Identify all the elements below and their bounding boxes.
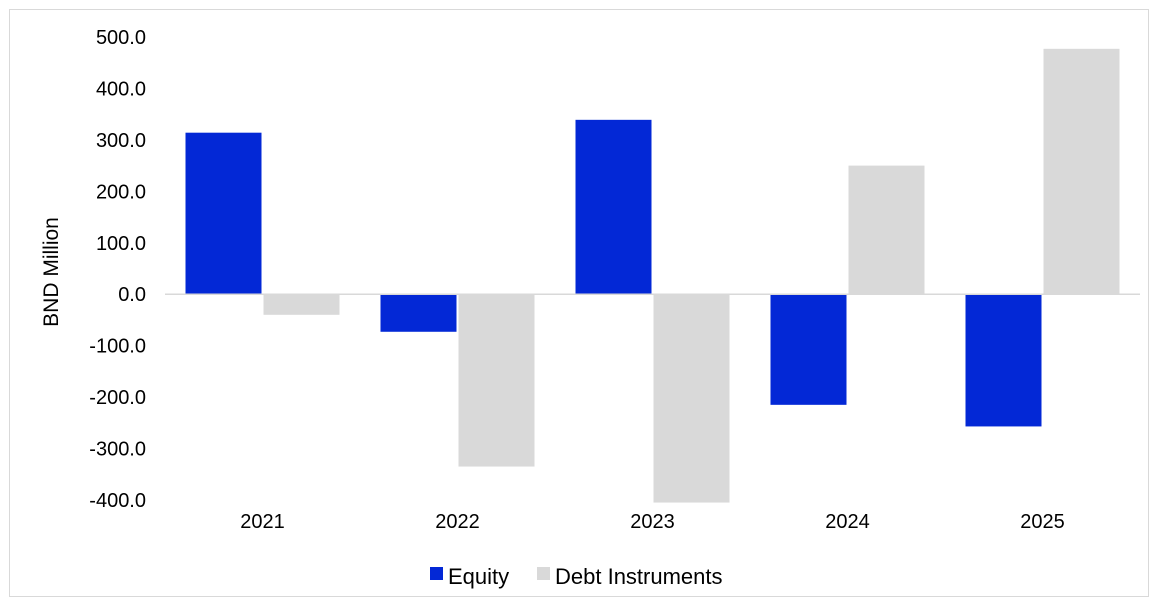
bar-debt-instruments-2025 [1043, 48, 1120, 295]
bar-equity-2022 [380, 294, 457, 332]
x-tick-label: 2023 [630, 511, 675, 533]
y-tick-label: 0.0 [118, 284, 146, 306]
y-tick-label: 200.0 [96, 181, 146, 203]
bar-equity-2025 [965, 294, 1042, 427]
bar-debt-instruments-2023 [653, 294, 730, 503]
x-tick-label: 2021 [240, 511, 285, 533]
bar-equity-2021 [185, 132, 262, 295]
bars [185, 48, 1120, 503]
y-axis-ticks: 500.0 400.0 300.0 200.0 100.0 0.0 -100.0 -200.0… [89, 27, 146, 512]
y-tick-label: 500.0 [96, 27, 146, 49]
chart-frame [9, 9, 1149, 597]
y-axis-title: BND Million [40, 217, 63, 327]
y-tick-label: 300.0 [96, 130, 146, 152]
legend-label-equity: Equity [448, 564, 509, 589]
legend: Equity Debt Instruments [430, 564, 723, 589]
legend-swatch-equity [430, 567, 443, 580]
x-tick-label: 2022 [435, 511, 480, 533]
y-tick-label: -100.0 [89, 336, 146, 358]
x-tick-label: 2025 [1020, 511, 1065, 533]
bar-debt-instruments-2022 [458, 294, 535, 467]
y-tick-label: 100.0 [96, 233, 146, 255]
bar-equity-2023 [575, 119, 652, 295]
legend-label-debt-instruments: Debt Instruments [555, 564, 723, 589]
legend-swatch-debt-instruments [537, 567, 550, 580]
y-tick-label: -200.0 [89, 387, 146, 409]
bar-debt-instruments-2024 [848, 165, 925, 295]
y-tick-label: -400.0 [89, 490, 146, 512]
y-tick-label: -300.0 [89, 439, 146, 461]
x-tick-label: 2024 [825, 511, 870, 533]
bar-debt-instruments-2021 [263, 294, 340, 315]
y-tick-label: 400.0 [96, 78, 146, 100]
bar-equity-2024 [770, 294, 847, 405]
x-axis-ticks: 2021 2022 2023 2024 2025 [240, 511, 1065, 533]
